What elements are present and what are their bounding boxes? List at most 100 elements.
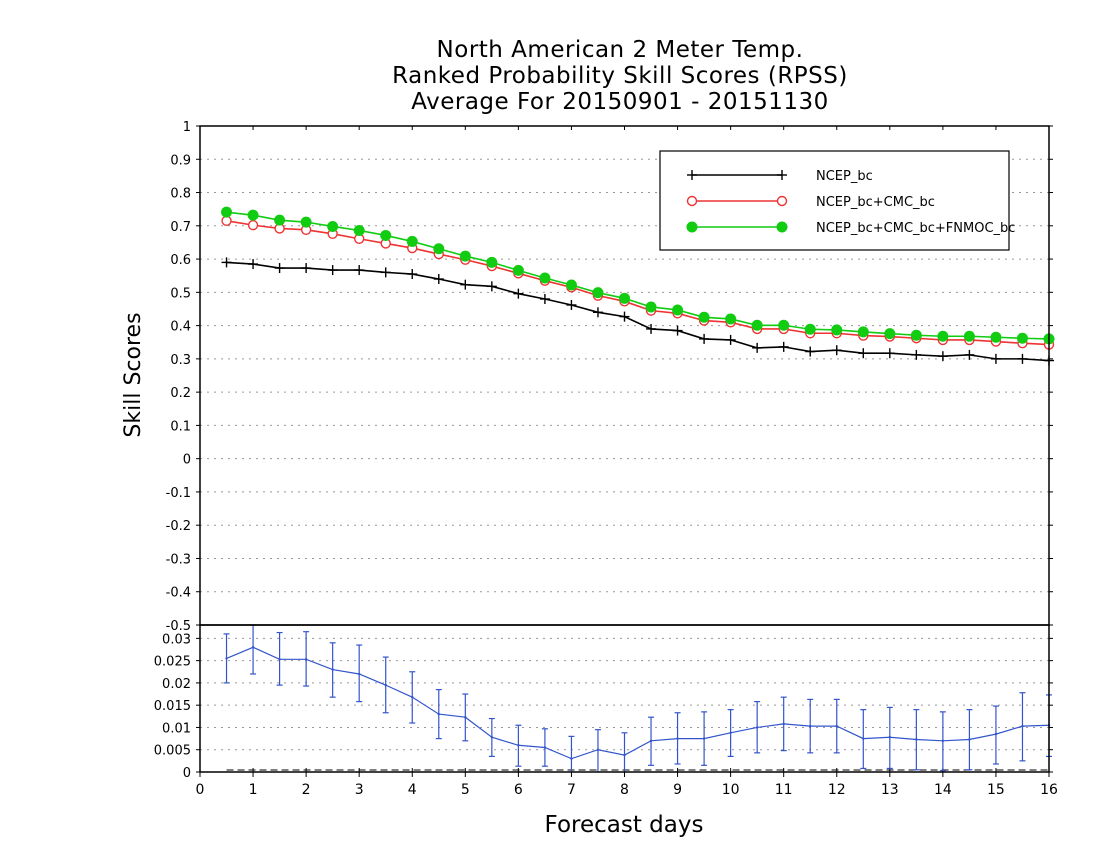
data-point (910, 329, 922, 341)
difference-line (226, 646, 1050, 760)
series-line (226, 261, 1050, 362)
data-point (888, 736, 892, 739)
top-y-tick-label: 0.3 (170, 353, 191, 368)
legend: NCEP_bc NCEP_bc+CMC_bc NCEP_bc+CMC_bc+FNMO… (659, 150, 1015, 251)
data-point (437, 712, 440, 716)
legend-item: NCEP_bc+CMC_bc+FNMOC_bc (686, 221, 1015, 236)
data-point (247, 219, 259, 231)
top-y-tick-label: 0.5 (170, 286, 191, 301)
error-bar (674, 712, 681, 765)
error-bar (701, 711, 708, 766)
error-bar (648, 716, 655, 766)
data-point (809, 724, 812, 728)
top-y-tick-label: 0 (183, 453, 191, 468)
error-bar (992, 705, 999, 765)
legend-marker (686, 221, 698, 233)
data-point (702, 737, 706, 740)
data-point (380, 267, 391, 278)
data-point (990, 353, 1001, 364)
data-point (964, 349, 975, 360)
data-point (406, 235, 418, 247)
x-tick-label: 4 (408, 782, 417, 798)
top-y-tick-label: -0.3 (166, 552, 191, 567)
data-point (990, 331, 1002, 343)
data-point (248, 259, 259, 270)
data-point (357, 672, 361, 676)
error-bar (329, 642, 336, 698)
series-NCEP_bc+CMC_bc+FNMOC_bc (221, 206, 1055, 345)
error-bar (303, 631, 310, 687)
data-point (778, 341, 789, 352)
error-bar (223, 633, 230, 684)
data-point (407, 269, 418, 280)
top-y-tick-label: 0.2 (170, 386, 191, 401)
data-point (300, 216, 312, 228)
data-point (937, 330, 949, 342)
data-point (1021, 724, 1024, 728)
data-point (539, 293, 550, 304)
series-NCEP_bc (221, 257, 1054, 366)
legend-label: NCEP_bc+CMC_bc+FNMOC_bc (816, 221, 1015, 236)
legend-marker (686, 195, 698, 207)
data-point (464, 716, 467, 719)
data-point (331, 668, 334, 671)
x-tick-label: 3 (355, 782, 364, 798)
legend-item: NCEP_bc+CMC_bc (686, 195, 935, 210)
data-point (915, 738, 918, 741)
x-tick-label: 16 (1040, 782, 1058, 798)
data-point (459, 250, 471, 262)
error-bar (727, 709, 734, 758)
legend-label: NCEP_bc+CMC_bc (816, 195, 935, 210)
legend-item: NCEP_bc (687, 169, 873, 184)
data-point (884, 348, 895, 359)
data-point (911, 349, 922, 360)
data-point (490, 736, 494, 739)
error-bar (807, 698, 814, 754)
top-y-tick-label: 0.1 (170, 419, 191, 434)
data-point (327, 265, 338, 276)
x-tick-label: 13 (881, 782, 899, 798)
data-point (486, 256, 498, 268)
data-point (778, 319, 790, 331)
difference-series (223, 624, 1052, 772)
error-bar (541, 728, 548, 767)
chart-title-line-1: North American 2 Meter Temp. (436, 37, 804, 63)
top-y-tick-label: 0.6 (170, 253, 191, 268)
data-point (805, 346, 816, 357)
error-bar (966, 709, 973, 771)
error-bar (276, 631, 283, 686)
bottom-y-tick-label: 0.03 (162, 632, 191, 647)
data-point (831, 345, 842, 356)
error-bar (939, 711, 946, 772)
data-point (221, 206, 233, 218)
error-bar (462, 693, 469, 742)
bottom-panel-series (223, 624, 1052, 772)
data-point (1016, 332, 1028, 344)
error-bar (1019, 692, 1026, 762)
data-point (380, 229, 392, 241)
legend-label: NCEP_bc (816, 169, 873, 184)
data-point (725, 334, 736, 345)
data-point (729, 731, 732, 734)
x-tick-label: 12 (828, 782, 846, 798)
error-bar (913, 709, 920, 771)
top-y-tick-label: -0.5 (166, 619, 191, 634)
top-y-tick-label: 1 (183, 120, 191, 135)
error-bar (382, 656, 389, 714)
data-point (698, 311, 710, 323)
x-tick-label: 8 (620, 782, 629, 798)
x-tick-label: 9 (673, 782, 682, 798)
data-point (752, 342, 763, 353)
data-point (304, 658, 308, 661)
data-point (884, 328, 896, 340)
data-point (941, 739, 945, 743)
data-point (411, 695, 414, 699)
x-tick-label: 7 (567, 782, 576, 798)
data-point (566, 299, 577, 310)
error-bar (356, 644, 363, 703)
bottom-panel-grid (200, 637, 1049, 771)
data-point (596, 748, 600, 751)
data-point (251, 646, 255, 649)
data-point (384, 683, 387, 687)
